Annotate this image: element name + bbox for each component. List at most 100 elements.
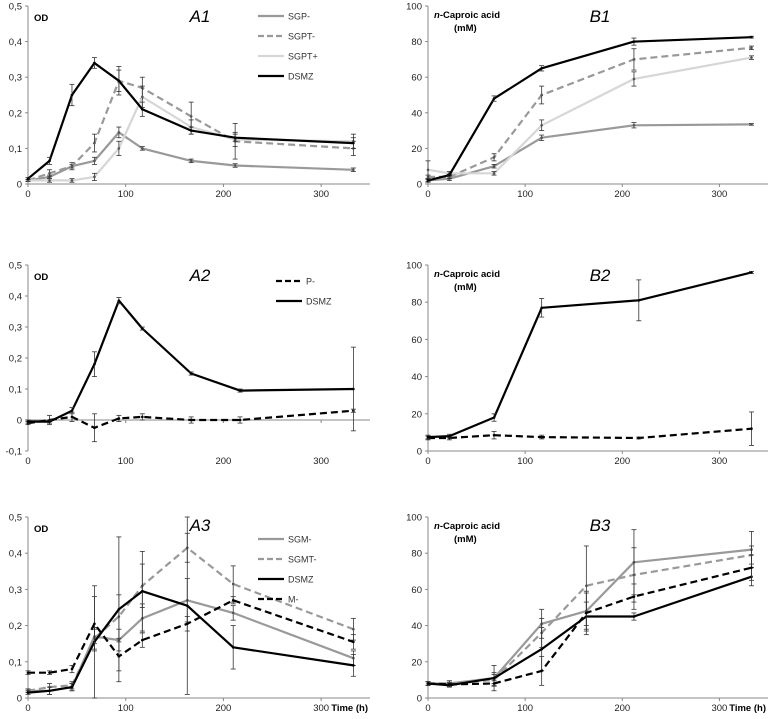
data-point: [185, 604, 189, 607]
x-tick-label: 300: [313, 456, 329, 467]
panel-title: B1: [590, 7, 611, 26]
x-tick-label: 300: [313, 189, 329, 200]
data-point: [540, 93, 543, 97]
data-point: [585, 584, 588, 588]
data-point: [632, 595, 636, 598]
legend-label: SGMT-: [288, 555, 317, 565]
data-point: [492, 164, 496, 168]
data-point: [231, 598, 235, 602]
data-point: [26, 420, 30, 423]
data-point: [426, 168, 430, 172]
data-point: [540, 67, 543, 70]
legend: SGP- SGPT- SGPT+ DSMZ: [258, 12, 318, 82]
data-point: [540, 123, 543, 127]
data-point: [189, 159, 193, 163]
data-point: [117, 417, 121, 420]
panel-b2: 0 20 40 60 80 100 0 100 200 300 B2 n-Caproic acid (m…: [406, 261, 768, 467]
series-line: [28, 599, 354, 674]
y-tick-label: 0,3: [9, 323, 22, 334]
legend-label: DSMZ: [288, 72, 314, 82]
legend-label: SGPT+: [288, 52, 318, 62]
data-point: [231, 582, 235, 586]
data-point: [141, 638, 144, 642]
data-point: [750, 427, 753, 430]
data-point: [117, 131, 121, 134]
series-line: [428, 553, 752, 685]
data-point: [352, 627, 355, 631]
panel-a3: 0 0,1 0,2 0,3 0,4 0,5 0 100 200 300 A3 OD Time (h) SG…: [9, 513, 370, 714]
series-line: [27, 546, 354, 692]
data-point: [238, 389, 242, 392]
data-point: [70, 179, 74, 182]
series-line: [427, 56, 752, 175]
x-tick-label: 100: [517, 703, 533, 714]
panel-title: A3: [189, 516, 211, 535]
data-point: [26, 691, 30, 694]
data-point: [189, 115, 193, 118]
y-tick-label: 0,3: [9, 585, 22, 596]
data-point: [48, 172, 51, 175]
data-point: [352, 141, 355, 145]
data-point: [352, 640, 355, 644]
x-tick-label: 100: [118, 703, 134, 714]
data-point: [750, 56, 753, 59]
data-point: [141, 95, 144, 99]
data-point: [540, 647, 543, 651]
series-dsmz: [25, 57, 356, 181]
y-tick-label: 40: [411, 108, 422, 119]
series-line: [427, 271, 752, 439]
data-point: [70, 409, 74, 413]
data-point: [750, 566, 753, 569]
series-line: [428, 427, 752, 440]
data-point: [70, 685, 74, 689]
x-tick-label: 300: [711, 456, 727, 467]
x-tick-label: 100: [517, 189, 533, 200]
y-tick-label: 0,4: [9, 292, 22, 303]
data-point: [189, 418, 193, 422]
data-point: [117, 655, 121, 658]
y-tick-label: 0: [17, 416, 22, 427]
series-sgpt-: [25, 66, 356, 182]
data-point: [26, 177, 30, 180]
data-point: [189, 372, 193, 375]
data-point: [48, 179, 51, 182]
y-axis-label: n-Caproic acid: [434, 521, 500, 532]
y-tick-label: 0,1: [9, 657, 22, 668]
y-tick-label: 100: [406, 2, 422, 13]
legend-label: P-: [306, 277, 315, 287]
data-point: [426, 179, 430, 182]
data-point: [48, 420, 51, 423]
y-tick-label: 0: [417, 180, 422, 191]
data-point: [448, 683, 451, 686]
series-line: [27, 590, 354, 694]
data-point: [352, 168, 355, 172]
y-tick-label: 0: [417, 694, 422, 705]
legend-label: DSMZ: [288, 575, 314, 585]
data-point: [492, 416, 496, 419]
data-point: [448, 173, 451, 177]
y-tick-label: 0: [17, 694, 22, 705]
x-axis-label: Time (h): [729, 703, 766, 714]
y-tick-label: 20: [411, 409, 422, 420]
data-point: [70, 667, 74, 671]
y-axis-unit-label: (mM): [454, 282, 477, 293]
data-point: [637, 299, 641, 302]
panel-b1: 0 20 40 60 80 100 0 100 200 300 B1 n-Caproic acid (m…: [406, 2, 768, 200]
data-point: [492, 676, 496, 680]
data-point: [48, 159, 51, 163]
data-point: [585, 611, 588, 615]
panel-title: B3: [590, 516, 611, 535]
data-point: [448, 434, 451, 438]
x-tick-label: 200: [614, 189, 630, 200]
data-point: [540, 435, 543, 439]
data-point: [48, 689, 51, 693]
y-tick-label: 0: [17, 180, 22, 191]
y-tick-label: 0,5: [9, 2, 22, 13]
y-tick-label: 0,5: [9, 513, 22, 524]
data-point: [117, 79, 121, 83]
series-sgpt-: [425, 55, 754, 180]
data-point: [117, 608, 121, 611]
data-point: [492, 682, 496, 685]
data-point: [492, 156, 496, 159]
